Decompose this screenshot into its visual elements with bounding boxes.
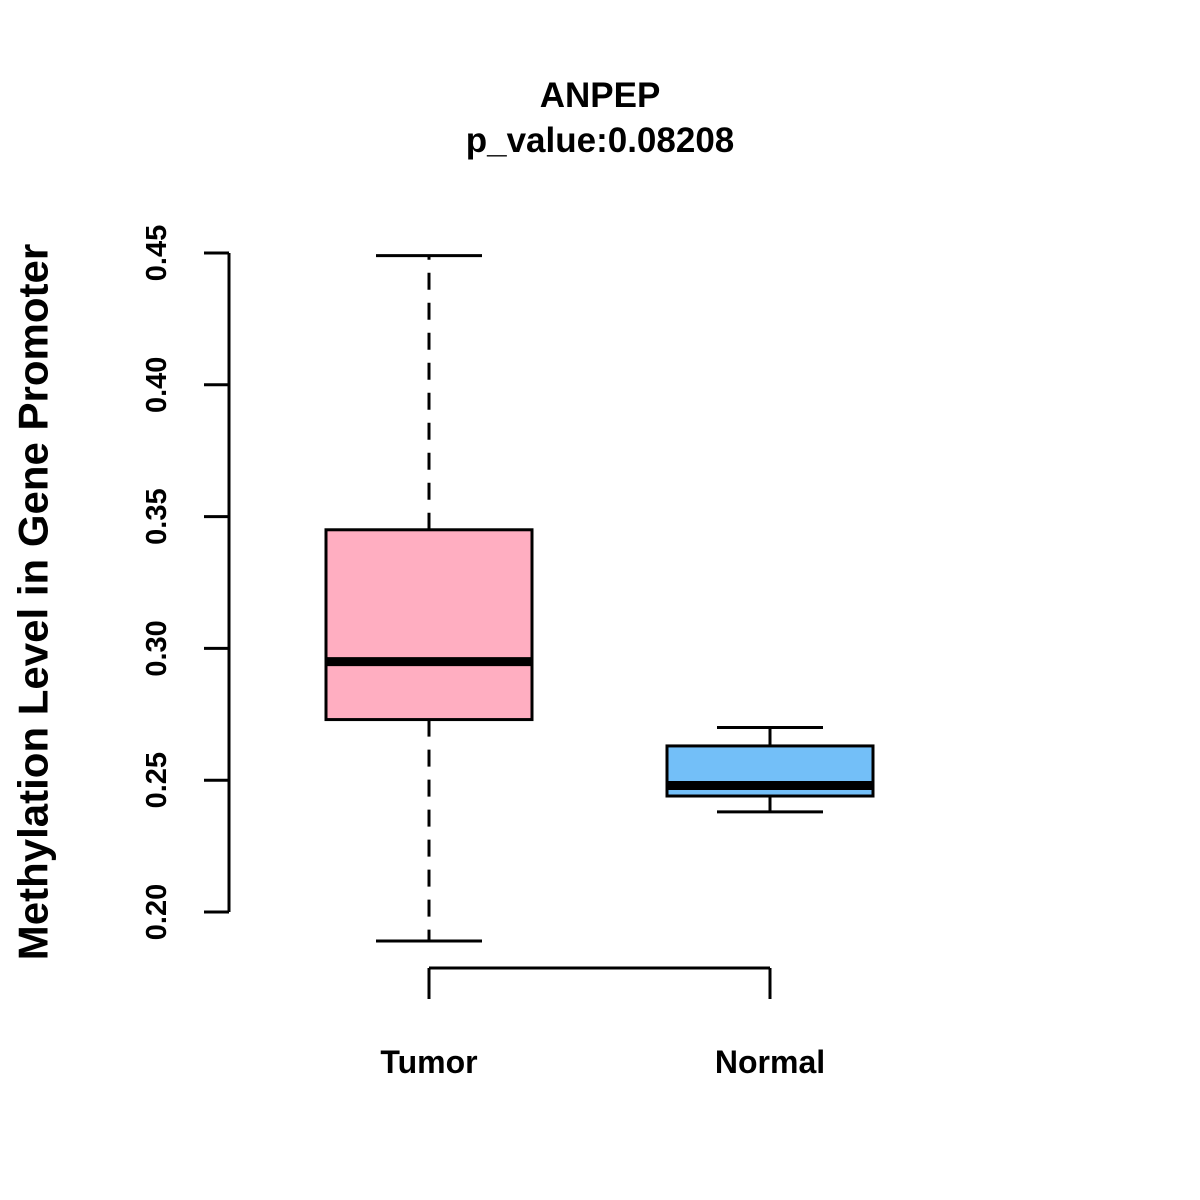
y-axis-label: Methylation Level in Gene Promoter <box>10 244 57 960</box>
y-tick-label: 0.45 <box>141 225 173 281</box>
x-axis-category-label-normal: Normal <box>715 1044 825 1080</box>
y-tick-label: 0.25 <box>141 752 173 808</box>
y-tick-label: 0.40 <box>141 357 173 413</box>
chart-title: ANPEP <box>539 76 661 115</box>
box-tumor <box>324 528 534 722</box>
y-tick-label: 0.35 <box>141 488 173 544</box>
y-tick-label: 0.30 <box>141 620 173 676</box>
y-tick-label: 0.20 <box>141 884 173 940</box>
chart-subtitle: p_value:0.08208 <box>465 121 735 160</box>
x-axis-category-label-tumor: Tumor <box>380 1044 477 1080</box>
